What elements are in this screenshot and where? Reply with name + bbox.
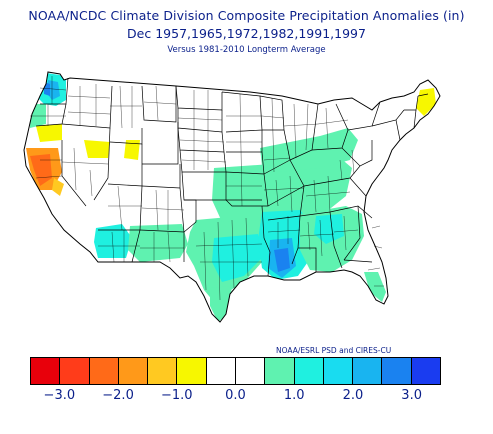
region-sw-nm-wet bbox=[128, 224, 188, 262]
division-borders bbox=[30, 76, 384, 301]
region-tx-south-wet bbox=[210, 286, 232, 322]
legend-box-pos1-5 bbox=[323, 358, 354, 384]
region-ohio-valley-wet bbox=[260, 128, 358, 172]
legend-box-pos3 bbox=[411, 358, 440, 384]
legend-box-neg3 bbox=[31, 358, 61, 384]
region-wa-coast-very-wet bbox=[44, 82, 50, 96]
legend-tick-labels: −3.0 −2.0 −1.0 0.0 1.0 2.0 3.0 bbox=[30, 388, 441, 404]
map-subtitle-baseline: Versus 1981-2010 Longterm Average bbox=[167, 45, 326, 55]
legend-tick-label: −1.0 bbox=[160, 388, 193, 403]
legend-box-pos2 bbox=[353, 358, 383, 384]
legend-tick-label: −2.0 bbox=[102, 388, 134, 403]
legend-box-pos0-5 bbox=[265, 358, 295, 384]
legend-box-zero-a bbox=[206, 358, 236, 384]
legend-tick-label: 2.0 bbox=[342, 388, 364, 403]
legend-box-pos2-5 bbox=[382, 358, 412, 384]
region-sw-az-wet bbox=[94, 224, 132, 258]
data-credit: NOAA/ESRL PSD and CIRES-CU bbox=[276, 346, 392, 355]
region-fl-wet bbox=[364, 272, 386, 302]
region-tx-central-wet bbox=[212, 234, 262, 282]
region-nv-north-dry bbox=[84, 140, 110, 158]
legend-tick-label: 3.0 bbox=[401, 388, 422, 403]
legend-box-neg0-5 bbox=[177, 358, 207, 384]
region-ca-south-dry bbox=[52, 178, 64, 196]
legend-box-pos1 bbox=[294, 358, 324, 384]
legend-box-neg1 bbox=[148, 358, 178, 384]
region-or-south-dry bbox=[36, 124, 62, 142]
legend-tick-label: 0.0 bbox=[225, 388, 246, 403]
map-subtitle-years: Dec 1957,1965,1972,1982,1991,1997 bbox=[127, 26, 366, 41]
legend-box-neg2 bbox=[89, 358, 119, 384]
legend-box-neg1-5 bbox=[118, 358, 149, 384]
legend-box-zero-b bbox=[235, 358, 266, 384]
legend-box-neg2-5 bbox=[60, 358, 90, 384]
region-id-dry bbox=[124, 140, 140, 160]
color-legend-bar bbox=[30, 357, 441, 385]
map-title: NOAA/NCDC Climate Division Composite Pre… bbox=[28, 8, 465, 23]
legend-tick-label: −3.0 bbox=[43, 388, 76, 403]
region-newengland-coast-dry bbox=[416, 88, 436, 116]
region-ca-central-very-dry bbox=[30, 154, 52, 186]
legend-tick-label: 1.0 bbox=[283, 388, 305, 403]
region-la-extreme-wet bbox=[274, 248, 290, 272]
region-southeast-inner-wet bbox=[314, 214, 344, 244]
